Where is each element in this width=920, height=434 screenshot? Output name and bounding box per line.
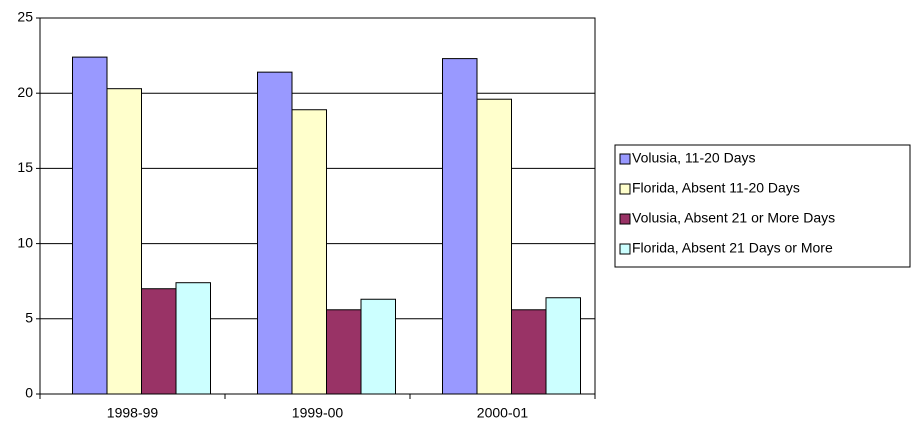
x-tick-label: 2000-01 <box>477 405 529 421</box>
legend-swatch <box>619 213 631 225</box>
legend-label: Volusia, 11-20 Days <box>632 150 755 166</box>
bar <box>72 56 108 395</box>
y-tick-label: 25 <box>17 9 33 25</box>
bar <box>360 298 396 395</box>
y-tick-label: 15 <box>17 159 33 175</box>
bar <box>141 288 177 395</box>
bar <box>257 71 293 395</box>
x-tick-label: 1998-99 <box>107 405 159 421</box>
bar <box>442 58 478 395</box>
bar <box>511 309 547 395</box>
legend-label: Florida, Absent 11-20 Days <box>632 180 800 196</box>
bar <box>106 88 142 395</box>
bar <box>175 282 211 395</box>
legend-swatch <box>619 153 631 165</box>
y-tick-label: 10 <box>17 234 33 250</box>
bar <box>476 98 512 395</box>
y-tick-label: 0 <box>25 385 33 401</box>
legend-label: Florida, Absent 21 Days or More <box>632 240 833 256</box>
legend-swatch <box>619 183 631 195</box>
y-tick-label: 20 <box>17 84 33 100</box>
bar <box>326 309 362 395</box>
y-tick-label: 5 <box>25 310 33 326</box>
legend-box <box>614 144 911 268</box>
bar <box>291 109 327 395</box>
bar <box>545 297 581 395</box>
legend-swatch <box>619 243 631 255</box>
legend-label: Volusia, Absent 21 or More Days <box>632 210 835 226</box>
x-tick-label: 1999-00 <box>292 405 344 421</box>
